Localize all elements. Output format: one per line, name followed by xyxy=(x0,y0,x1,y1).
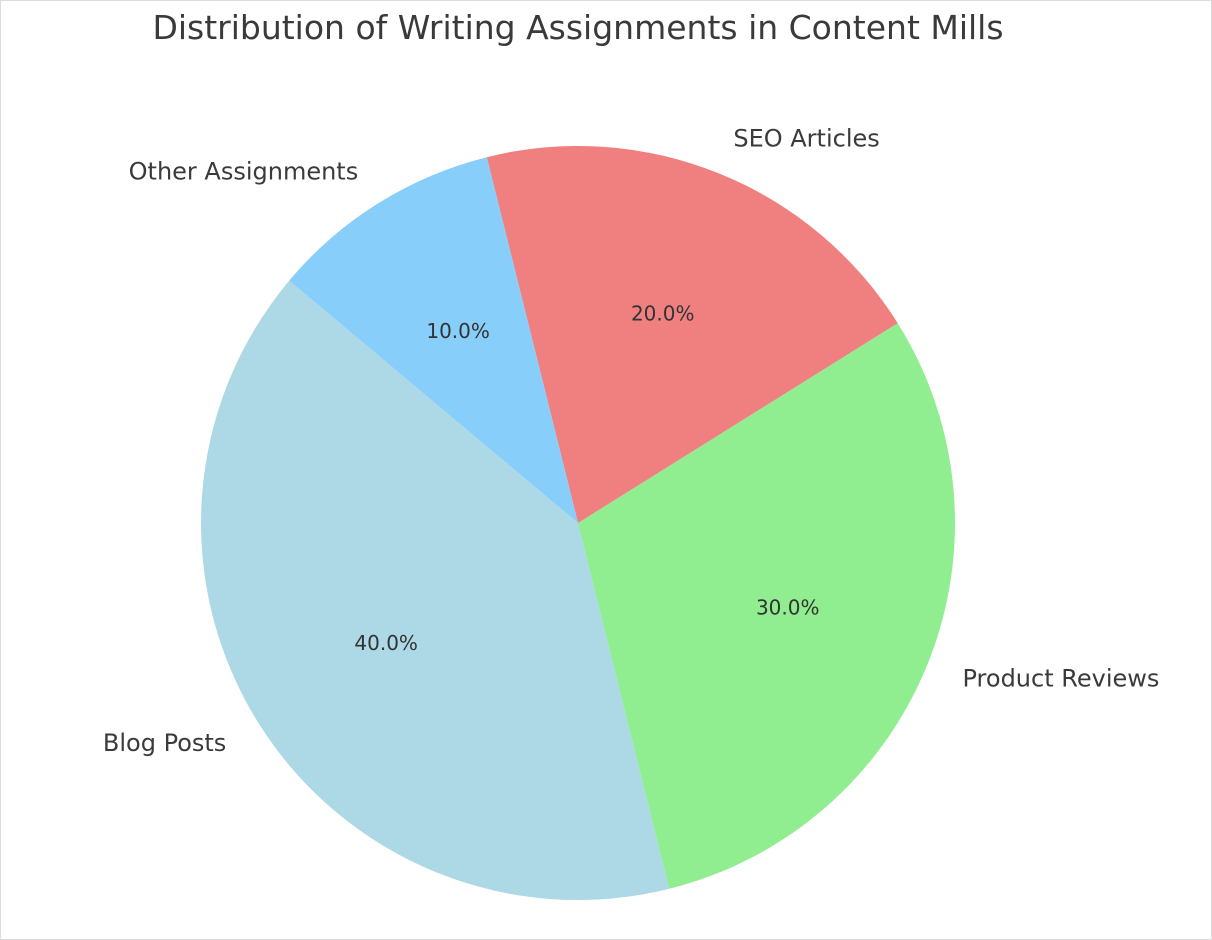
pct-label-seo-articles: 20.0% xyxy=(631,301,695,325)
pct-label-other-assignments: 10.0% xyxy=(426,319,490,343)
slice-label-blog-posts: Blog Posts xyxy=(103,729,226,757)
pie-slice-product-reviews xyxy=(578,323,956,889)
slice-label-product-reviews: Product Reviews xyxy=(963,664,1160,692)
pie-slice-other-assignments xyxy=(289,157,578,523)
chart-title: Distribution of Writing Assignments in C… xyxy=(152,8,1004,47)
pie-slice-seo-articles xyxy=(486,146,898,523)
pct-label-product-reviews: 30.0% xyxy=(756,596,820,620)
pie-slices xyxy=(200,146,956,901)
pct-label-blog-posts: 40.0% xyxy=(354,631,418,655)
slice-label-seo-articles: SEO Articles xyxy=(733,124,879,152)
pie-slice-blog-posts xyxy=(200,280,670,901)
pie-labels: Blog Posts 40.0% Product Reviews 30.0% SEO A… xyxy=(103,124,1159,756)
slice-label-other-assignments: Other Assignments xyxy=(129,157,359,185)
